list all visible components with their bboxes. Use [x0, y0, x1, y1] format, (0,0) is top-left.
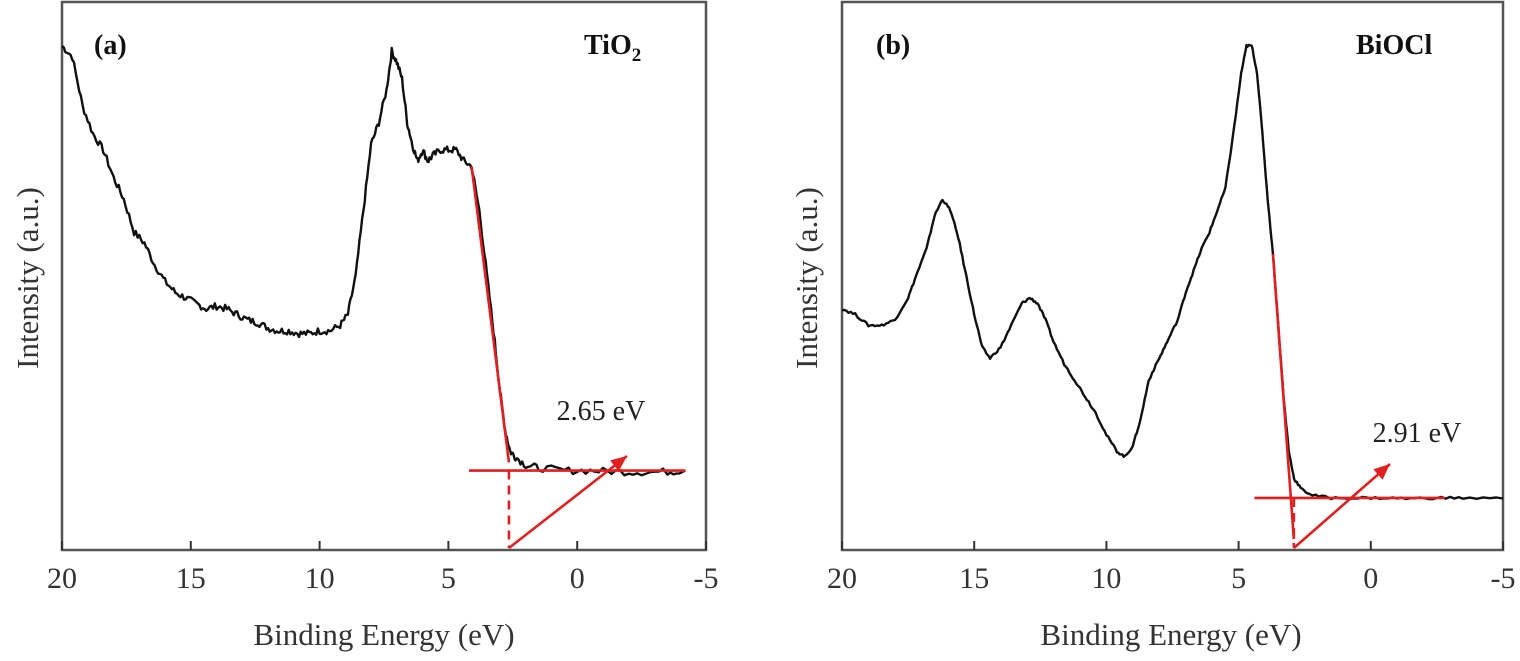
panel-b-edge-fit-line	[1271, 253, 1296, 540]
panel-b-biocl: Intensity (a.u.) Binding Energy (eV) (b)…	[789, 0, 1516, 652]
panel-a-edge-fit-line	[470, 166, 511, 463]
panel-a-x-tick-label: 10	[305, 562, 335, 595]
panel-b-y-axis-label: Intensity (a.u.)	[789, 187, 824, 369]
panel-a-x-axis-label: Binding Energy (eV)	[253, 617, 514, 652]
panel-a-tio2: Intensity (a.u.) Binding Energy (eV) (a)…	[10, 0, 719, 652]
panel-a-plot-frame	[60, 0, 708, 552]
panel-b-x-tick-label: 10	[1091, 562, 1121, 595]
panel-a-material-subscript: 2	[632, 45, 642, 66]
panel-b-material-label: BiOCl	[1356, 30, 1432, 61]
panel-a-x-tick-label: 0	[570, 562, 585, 595]
panel-a-label: (a)	[94, 30, 127, 61]
panel-b-annotation-arrow	[1293, 463, 1391, 549]
panel-a-annotation-arrow	[508, 454, 628, 550]
panel-a-material-label: TiO2	[584, 30, 641, 66]
panel-a-x-tick-label: 15	[176, 562, 206, 595]
panel-a-band-edge-annotation: 2.65 eV	[557, 396, 646, 427]
panel-b-x-tick-label: 20	[827, 562, 857, 595]
panel-b-label: (b)	[876, 30, 910, 61]
panel-a-x-tick-label: 5	[441, 562, 456, 595]
panel-a-annotation-arrowhead	[610, 456, 627, 472]
panel-b-x-axis-label: Binding Energy (eV)	[1040, 617, 1301, 652]
panel-b-band-edge-annotation: 2.91 eV	[1373, 418, 1462, 449]
panel-b-x-tick-label: -5	[1491, 562, 1516, 595]
panel-a-x-tick-label: -5	[694, 562, 719, 595]
panel-b-x-tick-label: 5	[1231, 562, 1246, 595]
panel-b-x-tick-label: 15	[959, 562, 989, 595]
panel-b-x-tick-label: 0	[1363, 562, 1378, 595]
panel-b-annotation-arrowhead	[1373, 464, 1390, 480]
panel-b-plot-frame	[840, 0, 1505, 552]
panel-a-material-text: TiO	[584, 30, 632, 61]
panel-a-y-axis-label: Intensity (a.u.)	[10, 187, 45, 369]
panel-a-x-tick-label: 20	[47, 562, 77, 595]
